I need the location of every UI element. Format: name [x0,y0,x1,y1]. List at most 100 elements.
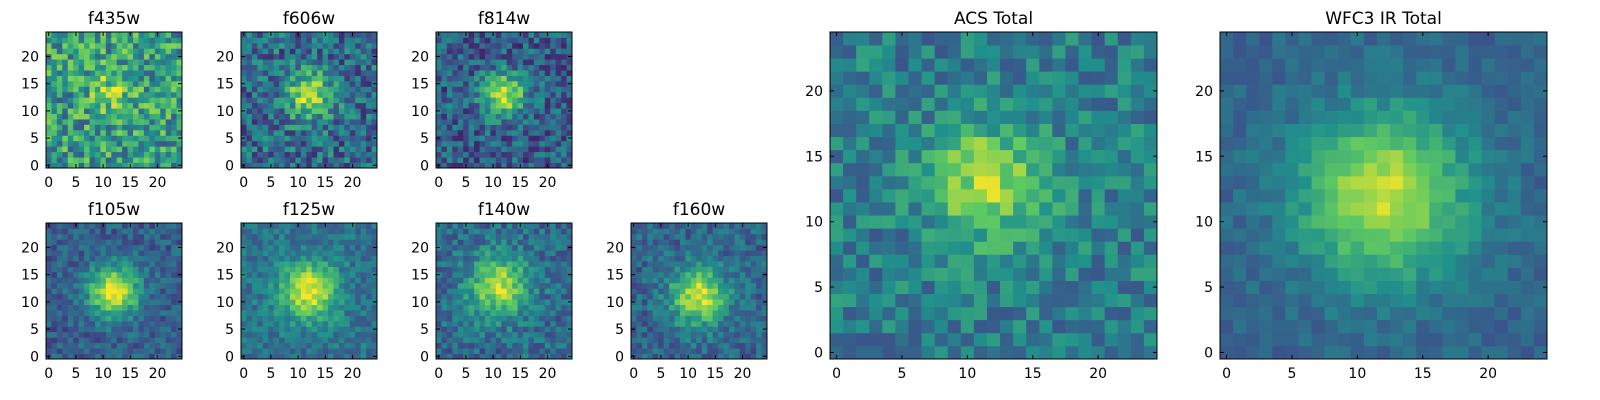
heatmap-cell [300,310,307,316]
heatmap-cell [436,337,442,344]
heatmap-cell [284,108,291,114]
heatmap-cell [539,37,546,44]
heatmap-cell [533,266,540,273]
heatmap-cell [446,42,453,49]
heatmap-cell [127,48,134,55]
heatmap-cell [452,293,459,300]
heatmap-cell [539,320,546,327]
heatmap-cell [51,266,58,273]
heatmap-cell [284,162,291,169]
heatmap-cell [895,188,909,203]
heatmap-cell [62,86,69,93]
heatmap-cell [446,244,453,251]
heatmap-cell [463,299,470,305]
heatmap-cell [528,53,535,60]
heatmap-cell [149,233,156,240]
heatmap-cell [328,37,334,44]
heatmap-cell [474,277,480,284]
heatmap-cell [882,306,896,321]
heatmap-cell [94,146,101,153]
heatmap-cell [1026,254,1040,268]
heatmap-cell [284,97,291,104]
heatmap-cell [295,119,302,125]
heatmap-cell [328,48,334,55]
heatmap-cell [84,250,90,257]
axes-frame [240,222,378,360]
heatmap-cell [908,319,922,334]
heatmap-cell [528,255,535,262]
heatmap-cell [1052,345,1066,360]
heatmap-cell [550,233,557,240]
heatmap-cell [262,124,269,131]
heatmap-cell [127,331,134,338]
heatmap-cell [311,140,318,147]
heatmap-cell [490,282,497,289]
heatmap-cell [506,135,513,142]
heatmap-cell [279,157,285,163]
heatmap-cell [176,310,183,316]
heatmap-cell [761,288,768,295]
heatmap-cell [300,261,307,267]
heatmap-cell [333,304,340,311]
heatmap-cell [105,304,112,311]
heatmap-cell [685,277,692,284]
heatmap-cell [289,64,296,71]
heatmap-cell [1143,228,1158,242]
heatmap-cell [750,282,757,289]
heatmap-cell [241,293,247,300]
heatmap-cell [718,261,724,267]
heatmap-cell [550,250,557,257]
heatmap-cell [51,119,58,125]
heatmap-cell [160,266,167,273]
heatmap-cell [284,140,291,147]
heatmap-cell [701,326,708,333]
heatmap-cell [257,233,264,240]
heatmap-cell [679,228,686,235]
heatmap-cell [62,255,69,262]
heatmap-cell [506,42,513,49]
heatmap-cell [523,42,529,49]
heatmap-cell [306,108,313,114]
heatmap-cell [165,255,172,262]
heatmap-cell [311,282,318,289]
heatmap-cell [268,70,275,76]
heatmap-cell [105,223,112,229]
heatmap-cell [306,42,313,49]
heatmap-cell [446,97,453,104]
heatmap-cell [89,239,96,246]
heatmap-cell [506,119,513,125]
heatmap-cell [105,102,112,109]
heatmap-cell [306,86,313,93]
heatmap-cell [474,255,480,262]
heatmap-cell [457,342,464,349]
heatmap-cell [479,119,486,125]
heatmap-cell [333,255,340,262]
heatmap-cell [62,53,69,60]
heatmap-cell [46,119,52,125]
heatmap-cell [338,97,345,104]
heatmap-cell [1013,162,1027,177]
heatmap-cell [46,157,52,163]
heatmap-cell [289,119,296,125]
heatmap-cell [973,267,988,281]
heatmap-cell [262,140,269,147]
axes-frame [45,31,183,169]
heatmap-cell [160,310,167,316]
heatmap-cell [279,293,285,300]
x-tick-label: 20 [734,366,752,382]
heatmap-cell [512,129,518,136]
heatmap-cell [246,91,253,98]
heatmap-cell [165,250,172,257]
heatmap-cell [138,140,145,147]
heatmap-cell [89,75,96,82]
heatmap-cell [457,48,464,55]
heatmap-cell [371,293,378,300]
heatmap-cell [149,108,156,114]
heatmap-cell [84,48,90,55]
heatmap-cell [67,299,74,305]
heatmap-cell [105,108,112,114]
heatmap-cell [452,157,459,163]
heatmap-cell [328,59,334,66]
heatmap-cell [333,162,340,169]
heatmap-cell [947,280,962,294]
